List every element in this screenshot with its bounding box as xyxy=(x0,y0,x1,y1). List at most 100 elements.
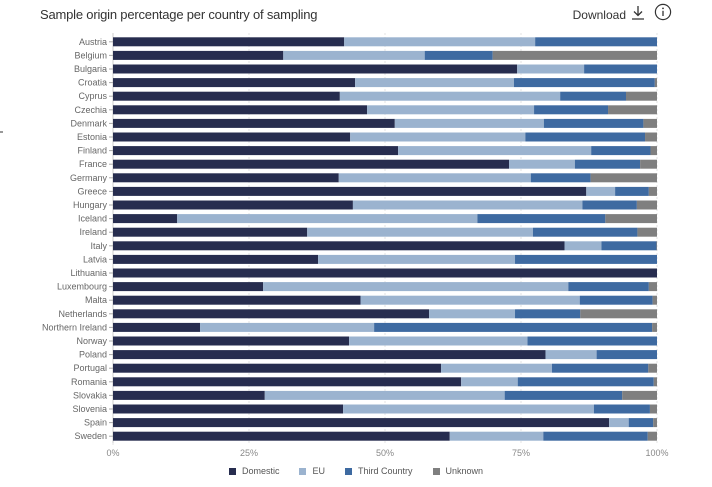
bar-segment-eu[interactable]: Estonia — EU: 32.2% xyxy=(350,132,526,142)
bar-segment-third-country[interactable]: Romania — Third Country: 25% xyxy=(517,377,654,387)
bar-segment-third-country[interactable]: Portugal — Third Country: 17.7% xyxy=(552,363,649,373)
bar-segment-domestic[interactable]: Croatia — Domestic: 44.5% xyxy=(113,78,356,88)
bar-segment-eu[interactable]: Italy — EU: 6.8% xyxy=(564,241,602,251)
bar-segment-unknown[interactable]: France — Unknown: 3.1% xyxy=(640,159,657,169)
bar-segment-domestic[interactable]: Cyprus — Domestic: 41.7% xyxy=(113,91,340,101)
bar-segment-domestic[interactable]: Northern Ireland — Domestic: 16% xyxy=(113,322,201,332)
bar-segment-eu[interactable]: Greece — EU: 5.3% xyxy=(586,186,616,196)
bar-segment-third-country[interactable]: Spain — Third Country: 4.5% xyxy=(628,418,654,428)
bar-segment-third-country[interactable]: Hungary — Third Country: 10% xyxy=(582,200,637,210)
bar-segment-eu[interactable]: Denmark — EU: 27.4% xyxy=(394,118,544,128)
bar-segment-third-country[interactable]: Latvia — Third Country: 26.1% xyxy=(515,254,657,264)
bar-segment-domestic[interactable]: Sweden — Domestic: 61.9% xyxy=(113,431,450,441)
bar-segment-domestic[interactable]: Greece — Domestic: 87% xyxy=(113,186,587,196)
bar-segment-third-country[interactable]: Malta — Third Country: 13.4% xyxy=(579,295,653,305)
bar-segment-eu[interactable]: Romania — EU: 10.4% xyxy=(461,377,518,387)
bar-segment-unknown[interactable]: Malta — Unknown: 0.8% xyxy=(652,295,657,305)
bar-segment-domestic[interactable]: Czechia — Domestic: 46.7% xyxy=(113,105,368,115)
bar-segment-unknown[interactable]: Northern Ireland — Unknown: 0.9% xyxy=(652,322,657,332)
bar-segment-eu[interactable]: Bulgaria — EU: 12.3% xyxy=(517,64,585,74)
bar-segment-domestic[interactable]: France — Domestic: 72.8% xyxy=(113,159,510,169)
bar-segment-third-country[interactable]: Estonia — Third Country: 22% xyxy=(525,132,646,142)
bar-segment-eu[interactable]: Croatia — EU: 29.2% xyxy=(355,78,514,88)
bar-segment-third-country[interactable]: Norway — Third Country: 23.8% xyxy=(527,336,657,346)
bar-segment-eu[interactable]: Finland — EU: 35.5% xyxy=(398,146,592,156)
bar-segment-unknown[interactable]: Belgium — Unknown: 30.2% xyxy=(492,50,657,60)
bar-segment-domestic[interactable]: Poland — Domestic: 79.5% xyxy=(113,350,546,360)
bar-segment-third-country[interactable]: Northern Ireland — Third Country: 51.1% xyxy=(374,322,653,332)
bar-segment-domestic[interactable]: Malta — Domestic: 45.5% xyxy=(113,295,361,305)
bar-segment-unknown[interactable]: Netherlands — Unknown: 14.1% xyxy=(580,309,657,319)
bar-segment-eu[interactable]: Belgium — EU: 26% xyxy=(283,50,425,60)
bar-segment-third-country[interactable]: Greece — Third Country: 6.2% xyxy=(615,186,649,196)
bar-segment-domestic[interactable]: Austria — Domestic: 42.5% xyxy=(113,37,345,47)
bar-segment-third-country[interactable]: Germany — Third Country: 11% xyxy=(530,173,591,183)
bar-segment-eu[interactable]: Cyprus — EU: 40.5% xyxy=(339,91,561,101)
bar-segment-third-country[interactable]: Iceland — Third Country: 23.5% xyxy=(477,214,606,224)
bar-segment-unknown[interactable]: Denmark — Unknown: 2.5% xyxy=(643,118,657,128)
bar-segment-third-country[interactable]: Croatia — Third Country: 25.9% xyxy=(513,78,655,88)
bar-segment-third-country[interactable]: Netherlands — Third Country: 12% xyxy=(515,309,581,319)
bar-segment-unknown[interactable]: Slovakia — Unknown: 6.4% xyxy=(622,390,657,400)
bar-segment-domestic[interactable]: Hungary — Domestic: 44.1% xyxy=(113,200,353,210)
legend-item-third-country[interactable]: Third Country xyxy=(344,466,413,476)
bar-segment-domestic[interactable]: Bulgaria — Domestic: 74.3% xyxy=(113,64,518,74)
bar-segment-third-country[interactable]: Austria — Third Country: 22.4% xyxy=(535,37,657,47)
bar-segment-eu[interactable]: Northern Ireland — EU: 32% xyxy=(200,322,375,332)
bar-segment-domestic[interactable]: Slovenia — Domestic: 42.3% xyxy=(113,404,344,414)
bar-segment-third-country[interactable]: Sweden — Third Country: 19.2% xyxy=(543,431,648,441)
bar-segment-domestic[interactable]: Latvia — Domestic: 37.7% xyxy=(113,254,319,264)
bar-segment-eu[interactable]: Slovenia — EU: 46.1% xyxy=(343,404,594,414)
bar-segment-third-country[interactable]: Cyprus — Third Country: 12.1% xyxy=(560,91,626,101)
bar-segment-unknown[interactable]: Spain — Unknown: 0.7% xyxy=(653,418,657,428)
bar-segment-domestic[interactable]: Estonia — Domestic: 43.6% xyxy=(113,132,351,142)
bar-segment-eu[interactable]: Germany — EU: 35.3% xyxy=(338,173,531,183)
bar-segment-eu[interactable]: Luxembourg — EU: 56.1% xyxy=(263,282,569,292)
bar-segment-eu[interactable]: Portugal — EU: 20.4% xyxy=(441,363,553,373)
bar-segment-unknown[interactable]: Portugal — Unknown: 1.6% xyxy=(648,363,657,373)
bar-segment-unknown[interactable]: Germany — Unknown: 12.2% xyxy=(590,173,657,183)
bar-segment-domestic[interactable]: Italy — Domestic: 83% xyxy=(113,241,565,251)
bar-segment-eu[interactable]: Poland — EU: 9.4% xyxy=(545,350,597,360)
bar-segment-unknown[interactable]: Croatia — Unknown: 0.4% xyxy=(654,78,657,88)
bar-segment-unknown[interactable]: Romania — Unknown: 0.6% xyxy=(653,377,657,387)
bar-segment-domestic[interactable]: Luxembourg — Domestic: 27.6% xyxy=(113,282,264,292)
bar-segment-domestic[interactable]: Finland — Domestic: 52.4% xyxy=(113,146,399,156)
bar-segment-domestic[interactable]: Norway — Domestic: 43.4% xyxy=(113,336,350,346)
legend-item-eu[interactable]: EU xyxy=(299,466,325,476)
bar-segment-eu[interactable]: Austria — EU: 35.1% xyxy=(344,37,536,47)
bar-segment-domestic[interactable]: Belgium — Domestic: 31.3% xyxy=(113,50,284,60)
bar-segment-third-country[interactable]: France — Third Country: 12% xyxy=(574,159,641,169)
bar-segment-domestic[interactable]: Lithuania — Domestic: 100% xyxy=(113,268,657,278)
bar-segment-eu[interactable]: Hungary — EU: 42.2% xyxy=(352,200,583,210)
bar-segment-eu[interactable]: Spain — EU: 3.6% xyxy=(609,418,629,428)
bar-segment-unknown[interactable]: Ireland — Unknown: 3.6% xyxy=(637,227,657,237)
info-button[interactable] xyxy=(654,3,672,26)
bar-segment-third-country[interactable]: Denmark — Third Country: 18.3% xyxy=(543,118,644,128)
bar-segment-eu[interactable]: Malta — EU: 40.3% xyxy=(360,295,580,305)
bar-segment-domestic[interactable]: Ireland — Domestic: 35.7% xyxy=(113,227,308,237)
bar-segment-unknown[interactable]: Sweden — Unknown: 1.7% xyxy=(647,431,657,441)
bar-segment-eu[interactable]: Netherlands — EU: 15.8% xyxy=(429,309,516,319)
bar-segment-domestic[interactable]: Germany — Domestic: 41.5% xyxy=(113,173,339,183)
bar-segment-eu[interactable]: Latvia — EU: 36.2% xyxy=(318,254,516,264)
bar-segment-third-country[interactable]: Luxembourg — Third Country: 14.8% xyxy=(568,282,649,292)
bar-segment-third-country[interactable]: Czechia — Third Country: 13.6% xyxy=(534,105,609,115)
bar-segment-eu[interactable]: France — EU: 12.1% xyxy=(509,159,575,169)
bar-segment-eu[interactable]: Czechia — EU: 30.7% xyxy=(367,105,535,115)
bar-segment-domestic[interactable]: Denmark — Domestic: 51.8% xyxy=(113,118,395,128)
bar-segment-eu[interactable]: Ireland — EU: 41.5% xyxy=(307,227,533,237)
bar-segment-domestic[interactable]: Slovakia — Domestic: 27.9% xyxy=(113,390,265,400)
bar-segment-eu[interactable]: Slovakia — EU: 44.1% xyxy=(264,390,505,400)
bar-segment-unknown[interactable]: Czechia — Unknown: 9% xyxy=(608,105,657,115)
bar-segment-domestic[interactable]: Spain — Domestic: 91.2% xyxy=(113,418,610,428)
bar-segment-domestic[interactable]: Romania — Domestic: 64% xyxy=(113,377,462,387)
bar-segment-unknown[interactable]: Luxembourg — Unknown: 1.5% xyxy=(648,282,657,292)
bar-segment-unknown[interactable]: Finland — Unknown: 1.2% xyxy=(650,146,657,156)
bar-segment-domestic[interactable]: Netherlands — Domestic: 58.1% xyxy=(113,309,430,319)
bar-segment-unknown[interactable]: Italy — Unknown: 0.1% xyxy=(656,241,657,251)
bar-segment-third-country[interactable]: Slovakia — Third Country: 21.6% xyxy=(504,390,623,400)
bar-segment-domestic[interactable]: Iceland — Domestic: 11.8% xyxy=(113,214,178,224)
bar-segment-eu[interactable]: Norway — EU: 32.8% xyxy=(349,336,528,346)
bar-segment-unknown[interactable]: Slovenia — Unknown: 1.3% xyxy=(649,404,657,414)
